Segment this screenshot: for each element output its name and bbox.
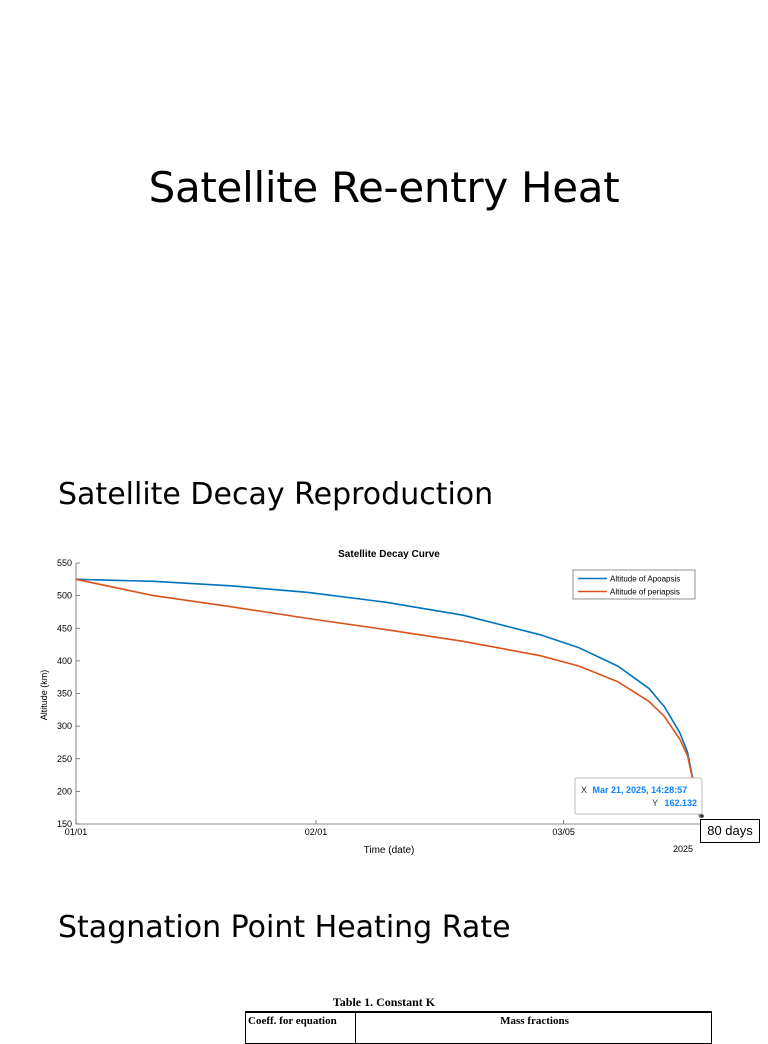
y-tick-label: 300 <box>57 721 72 731</box>
table-header-coeff: Coeff. for equation <box>246 1013 356 1043</box>
section-heading-decay: Satellite Decay Reproduction <box>58 477 494 512</box>
datatip: X Mar 21, 2025, 14:28:57 Y 162.132 <box>574 777 704 818</box>
y-tick-label: 550 <box>57 558 72 568</box>
decay-chart: Satellite Decay Curve 150 200 250 300 350 400… <box>39 549 704 856</box>
duration-annotation: 80 days <box>700 819 760 843</box>
y-tick-label: 450 <box>57 623 72 633</box>
chart-title: Satellite Decay Curve <box>338 549 440 560</box>
chart-legend: Altitude of Apoapsis Altitude of periaps… <box>572 569 696 600</box>
constant-k-table: Coeff. for equation Mass fractions <box>245 1011 712 1044</box>
svg-text:Y 162.132: Y 162.132 <box>652 798 697 808</box>
chart-series <box>75 578 701 818</box>
y-axis-label: Altitude (km) <box>39 670 49 721</box>
y-tick-label: 350 <box>57 689 72 699</box>
x-tick-label: 03/05 <box>552 827 575 837</box>
y-tick-label: 500 <box>57 591 72 601</box>
y-tick-label: 150 <box>57 819 72 829</box>
x-secondary-label: 2025 <box>673 844 693 854</box>
section-heading-heating: Stagnation Point Heating Rate <box>58 910 511 945</box>
legend-label-apoapsis: Altitude of Apoapsis <box>610 575 680 584</box>
datatip-x-label: X <box>581 785 587 795</box>
y-tick-label: 250 <box>57 754 72 764</box>
datatip-marker <box>700 814 704 818</box>
table-caption: Table 1. Constant K <box>332 995 436 1009</box>
series-line-1 <box>75 578 701 818</box>
table-header-mass: Mass fractions <box>500 1015 569 1027</box>
x-axis-label: Time (date) <box>364 845 415 856</box>
y-tick-label: 400 <box>57 656 72 666</box>
x-tick-label: 02/01 <box>305 827 328 837</box>
chart-axes: 150 200 250 300 350 400 450 500 550 01/01 02/01 03/… <box>57 558 703 837</box>
y-tick-label: 200 <box>57 786 72 796</box>
legend-label-periapsis: Altitude of periapsis <box>610 588 680 597</box>
page-title: Satellite Re-entry Heat <box>148 163 620 212</box>
datatip-y-value: 162.132 <box>664 798 697 808</box>
datatip-y-label: Y <box>652 798 658 808</box>
x-tick-label: 01/01 <box>65 827 88 837</box>
svg-text:X Mar 21, 2025, 14:28:57: X Mar 21, 2025, 14:28:57 <box>581 785 687 795</box>
datatip-x-value: Mar 21, 2025, 14:28:57 <box>593 785 688 795</box>
